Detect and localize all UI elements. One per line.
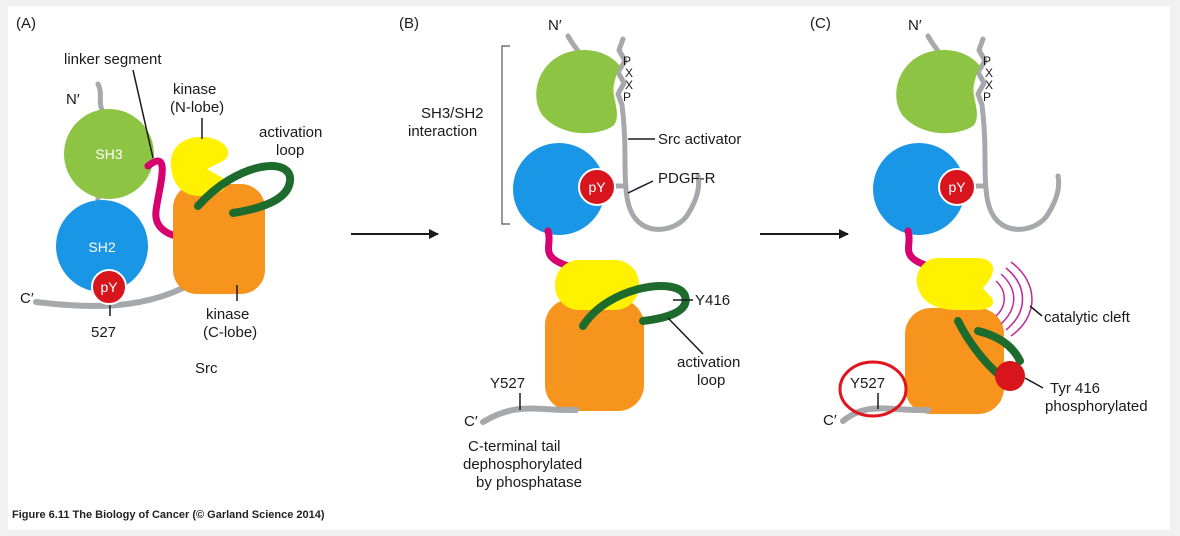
tail-label-2: dephosphorylated bbox=[463, 456, 582, 473]
n-terminus-label: N′ bbox=[66, 91, 80, 108]
activation-loop-strand-2 bbox=[974, 327, 1024, 365]
src-activator-chain bbox=[615, 36, 702, 232]
kinase-n-lobe bbox=[916, 258, 994, 310]
sh3-domain bbox=[536, 49, 620, 134]
c-terminal-tail bbox=[840, 405, 931, 424]
y527-label: Y527 bbox=[850, 375, 885, 392]
sh2-domain bbox=[56, 200, 148, 292]
tail-label-1: C-terminal tail bbox=[468, 438, 561, 455]
tyr416-phospho bbox=[995, 361, 1025, 391]
interaction-label-2: interaction bbox=[408, 123, 477, 140]
linker-label: linker segment bbox=[64, 51, 162, 68]
sh2-domain bbox=[873, 143, 965, 235]
diagram-canvas: (A) N′ C′ SH3 SH2 pY linker segment kina… bbox=[16, 15, 1148, 491]
interaction-bracket bbox=[501, 45, 510, 225]
n-terminus-label: N′ bbox=[908, 17, 922, 34]
linker-segment bbox=[544, 227, 572, 270]
n-terminus-chain bbox=[95, 81, 105, 113]
activation-label-2: loop bbox=[276, 142, 304, 159]
tyr416-label-2: phosphorylated bbox=[1045, 398, 1148, 415]
figure-caption: Figure 6.11 The Biology of Cancer (© Gar… bbox=[12, 509, 325, 521]
activation-label-1: activation bbox=[259, 124, 322, 141]
src-activation-figure: (A) N′ C′ SH3 SH2 pY linker segment kina… bbox=[8, 6, 1170, 530]
panel-b-letter: (B) bbox=[399, 15, 419, 32]
kinase-n-label-1: kinase bbox=[173, 81, 216, 98]
kinase-n-label-2: (N-lobe) bbox=[170, 99, 224, 116]
panel-a-letter: (A) bbox=[16, 15, 36, 32]
sh3-domain bbox=[896, 49, 980, 134]
tail-label-3: by phosphatase bbox=[476, 474, 582, 491]
tyr416-pointer bbox=[1024, 377, 1044, 389]
py-label: pY bbox=[948, 179, 966, 195]
panel-b: (B) N′ pY SH3/SH2 interaction P X X P Sr… bbox=[399, 15, 741, 491]
activation-pointer bbox=[667, 317, 704, 355]
c-terminus-label: C′ bbox=[823, 412, 837, 429]
sh3-label: SH3 bbox=[95, 146, 122, 162]
py-label: pY bbox=[588, 179, 606, 195]
motif-x-2: X bbox=[625, 78, 633, 92]
c-terminal-tail bbox=[480, 405, 579, 425]
activation-loop bbox=[194, 162, 294, 217]
y416-label: Y416 bbox=[695, 292, 730, 309]
py-527 bbox=[91, 269, 127, 305]
linker-segment bbox=[904, 227, 932, 270]
activation-label-2: loop bbox=[697, 372, 725, 389]
y527-highlight-ring bbox=[838, 360, 908, 418]
y527-label: Y527 bbox=[490, 375, 525, 392]
sh2-domain bbox=[513, 143, 605, 235]
n-terminus-label: N′ bbox=[548, 17, 562, 34]
src-label: Src bbox=[195, 360, 218, 377]
motif-p-1: P bbox=[623, 54, 631, 68]
motif-p-2: P bbox=[623, 90, 631, 104]
kinase-c-lobe bbox=[545, 299, 644, 411]
sh2-label: SH2 bbox=[88, 239, 115, 255]
kinase-c-lobe bbox=[173, 184, 265, 294]
cleft-arc-2 bbox=[1000, 273, 1015, 325]
panel-a: (A) N′ C′ SH3 SH2 pY linker segment kina… bbox=[16, 15, 322, 377]
activator-label: Src activator bbox=[658, 131, 741, 148]
activation-label-1: activation bbox=[677, 354, 740, 371]
interaction-label-1: SH3/SH2 bbox=[421, 105, 484, 122]
py-domain bbox=[938, 168, 976, 206]
motif-p-2: P bbox=[983, 90, 991, 104]
motif-x-1: X bbox=[625, 66, 633, 80]
activation-loop bbox=[579, 282, 690, 330]
receptor-pointer bbox=[627, 180, 654, 194]
cleft-label: catalytic cleft bbox=[1044, 309, 1131, 326]
motif-x-2: X bbox=[985, 78, 993, 92]
kinase-n-lobe bbox=[170, 136, 229, 196]
activation-loop-strand-1 bbox=[954, 317, 1002, 378]
panel-c: (C) N′ pY P X X P catalytic cleft Tyr 41… bbox=[810, 15, 1148, 429]
residue-527-label: 527 bbox=[91, 324, 116, 341]
cleft-arc-3 bbox=[1005, 267, 1024, 331]
kinase-c-label-2: (C-lobe) bbox=[203, 324, 257, 341]
receptor-label: PDGF-R bbox=[658, 170, 716, 187]
kinase-n-lobe bbox=[555, 260, 639, 310]
cleft-arc-4 bbox=[1010, 261, 1033, 337]
py-domain bbox=[578, 168, 616, 206]
panel-c-letter: (C) bbox=[810, 15, 831, 32]
sh3-domain bbox=[64, 109, 154, 199]
motif-x-1: X bbox=[985, 66, 993, 80]
tyr416-label-1: Tyr 416 bbox=[1050, 380, 1100, 397]
cleft-pointer bbox=[1029, 305, 1043, 317]
linker-segment bbox=[144, 157, 180, 240]
src-activator-chain bbox=[975, 36, 1062, 232]
c-terminus-label: C′ bbox=[20, 290, 34, 307]
kinase-c-label-1: kinase bbox=[206, 306, 249, 323]
py-label: pY bbox=[100, 279, 118, 295]
linker-pointer bbox=[132, 69, 154, 159]
cleft-arc-1 bbox=[995, 280, 1005, 317]
motif-p-1: P bbox=[983, 54, 991, 68]
c-terminus-label: C′ bbox=[464, 413, 478, 430]
